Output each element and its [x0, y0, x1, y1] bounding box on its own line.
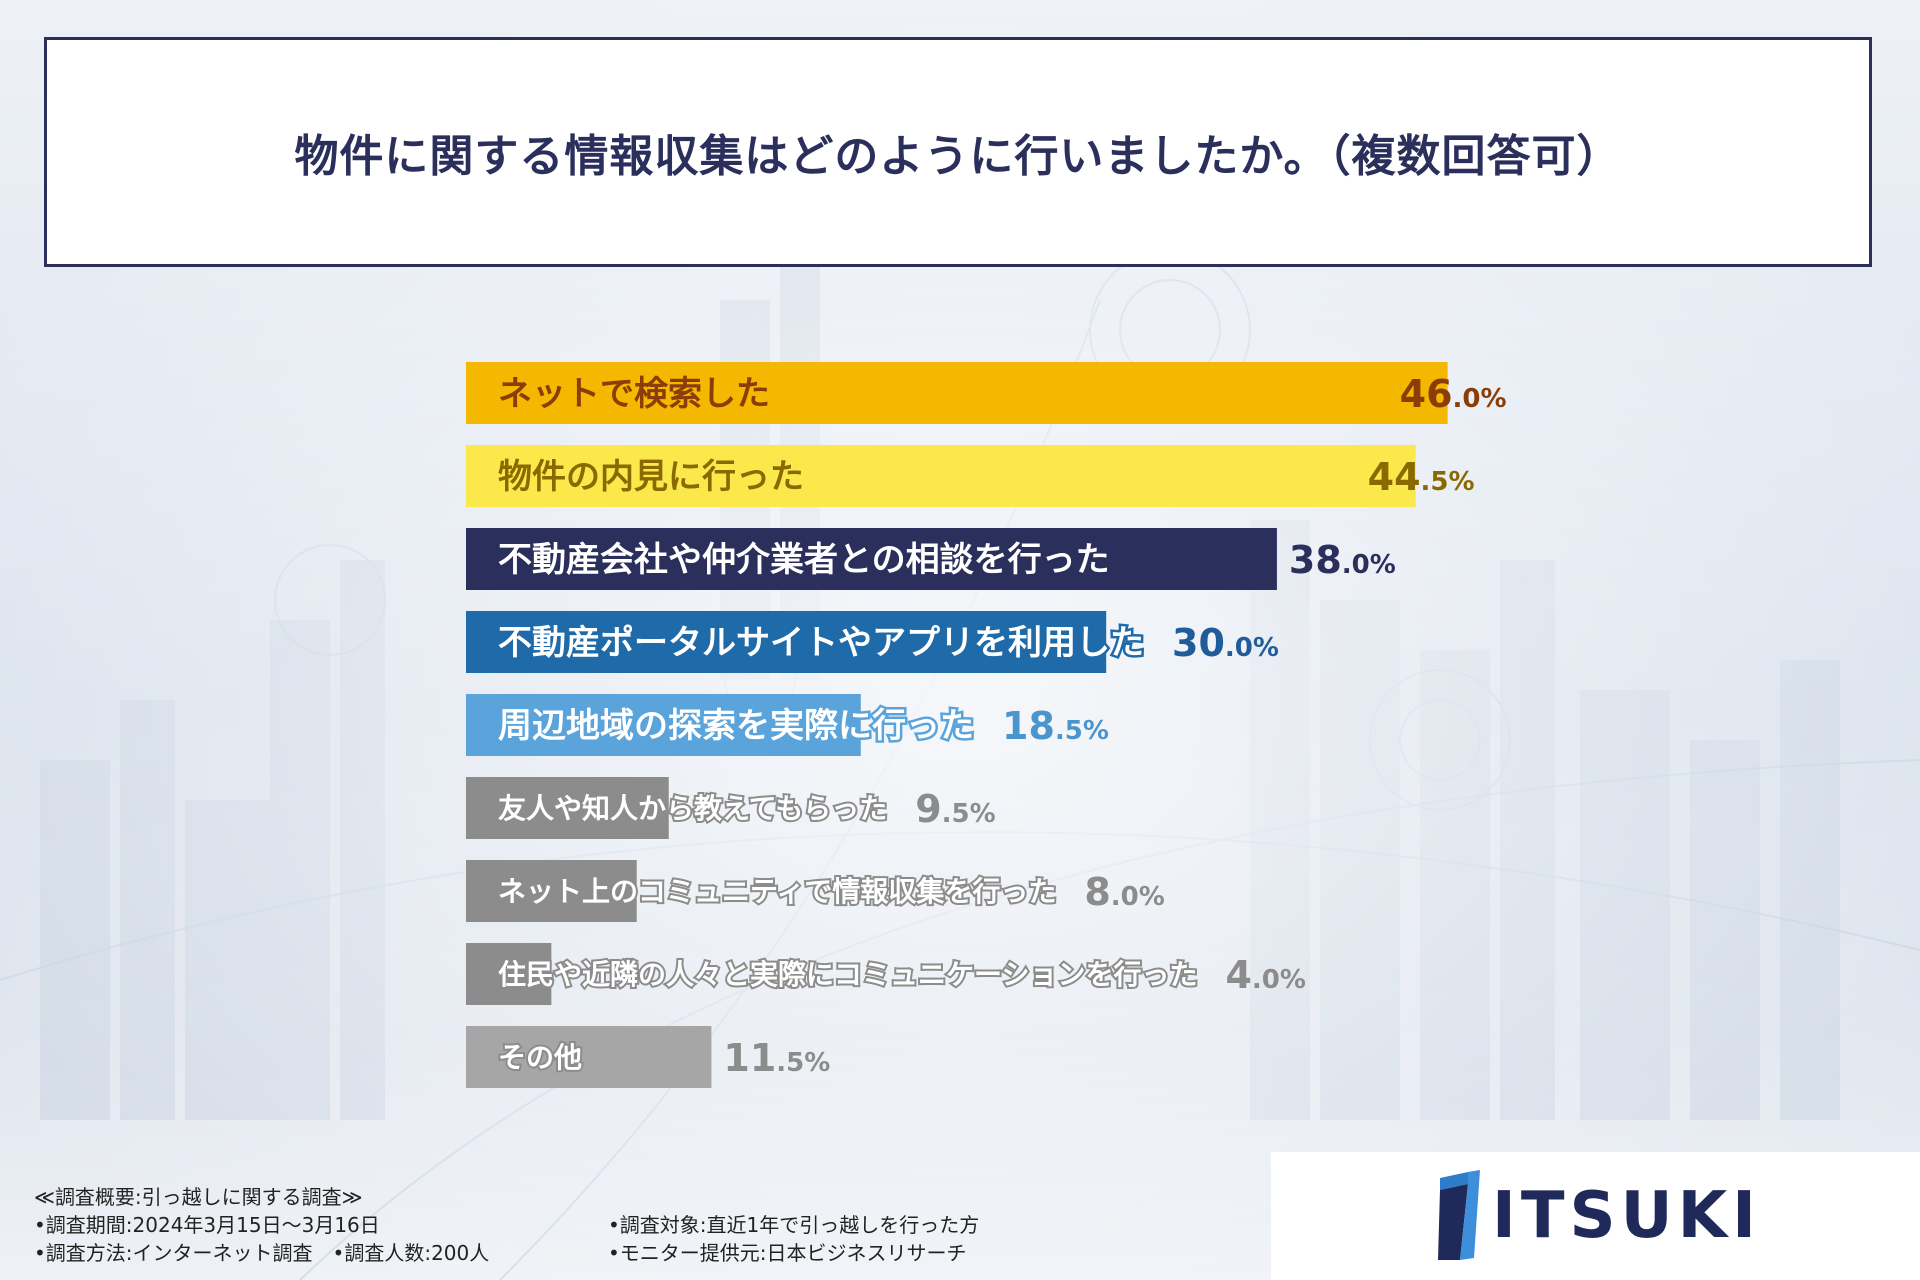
bar-9	[466, 1026, 712, 1088]
category-label-1: ネットで検索した	[498, 374, 770, 414]
bar-4	[466, 611, 1107, 673]
survey-period: •調査期間:2024年3月15日〜3月16日	[34, 1213, 380, 1237]
value-label-5: 18.5%	[1002, 704, 1109, 748]
category-label-3: 不動産会社や仲介業者との相談を行った	[498, 540, 1110, 580]
category-label-9: その他	[498, 1041, 582, 1074]
survey-target: •調査対象:直近1年で引っ越しを行った方	[608, 1213, 980, 1237]
value-label-7: 8.0%	[1084, 870, 1164, 914]
title-box: 物件に関する情報収集はどのように行いましたか。（複数回答可）	[44, 37, 1872, 267]
survey-heading: ≪調査概要:引っ越しに関する調査≫	[34, 1185, 363, 1209]
value-label-8: 4.0%	[1225, 953, 1305, 997]
bar-1	[466, 362, 1448, 424]
bar-8	[466, 943, 552, 1005]
category-label-7: ネット上のコミュニティで情報収集を行った	[498, 875, 1056, 908]
bar-2	[466, 445, 1416, 507]
value-label-9: 11.5%	[723, 1036, 830, 1080]
survey-summary: ≪調査概要:引っ越しに関する調査≫ •調査期間:2024年3月15日〜3月16日…	[34, 1183, 979, 1267]
category-label-2: 物件の内見に行った	[498, 457, 804, 497]
logo-panel: ITSUKI	[1271, 1152, 1920, 1280]
survey-monitor: •モニター提供元:日本ビジネスリサーチ	[608, 1241, 967, 1265]
bar-7	[466, 860, 637, 922]
chart-title: 物件に関する情報収集はどのように行いましたか。（複数回答可）	[294, 131, 1622, 182]
value-label-1: 46.0%	[1400, 372, 1507, 416]
category-label-8: 住民や近隣の人々と実際にコミュニケーションを行った	[498, 958, 1197, 991]
logo-mark-icon	[1438, 1170, 1481, 1260]
category-label-5: 周辺地域の探索を実際に行った	[498, 706, 974, 746]
itsuki-logo: ITSUKI	[1430, 1170, 1761, 1262]
bar-5	[466, 694, 861, 756]
category-label-6: 友人や知人から教えてもらった	[498, 792, 887, 825]
category-label-4: 不動産ポータルサイトやアプリを利用した	[498, 623, 1144, 663]
value-label-4: 30.0%	[1172, 621, 1279, 665]
logo-text: ITSUKI	[1492, 1179, 1761, 1253]
bar-3	[466, 528, 1277, 590]
survey-method: •調査方法:インターネット調査 •調査人数:200人	[34, 1241, 490, 1265]
bar-6	[466, 777, 669, 839]
value-label-2: 44.5%	[1368, 455, 1475, 499]
value-label-6: 9.5%	[915, 787, 995, 831]
value-label-3: 38.0%	[1289, 538, 1396, 582]
